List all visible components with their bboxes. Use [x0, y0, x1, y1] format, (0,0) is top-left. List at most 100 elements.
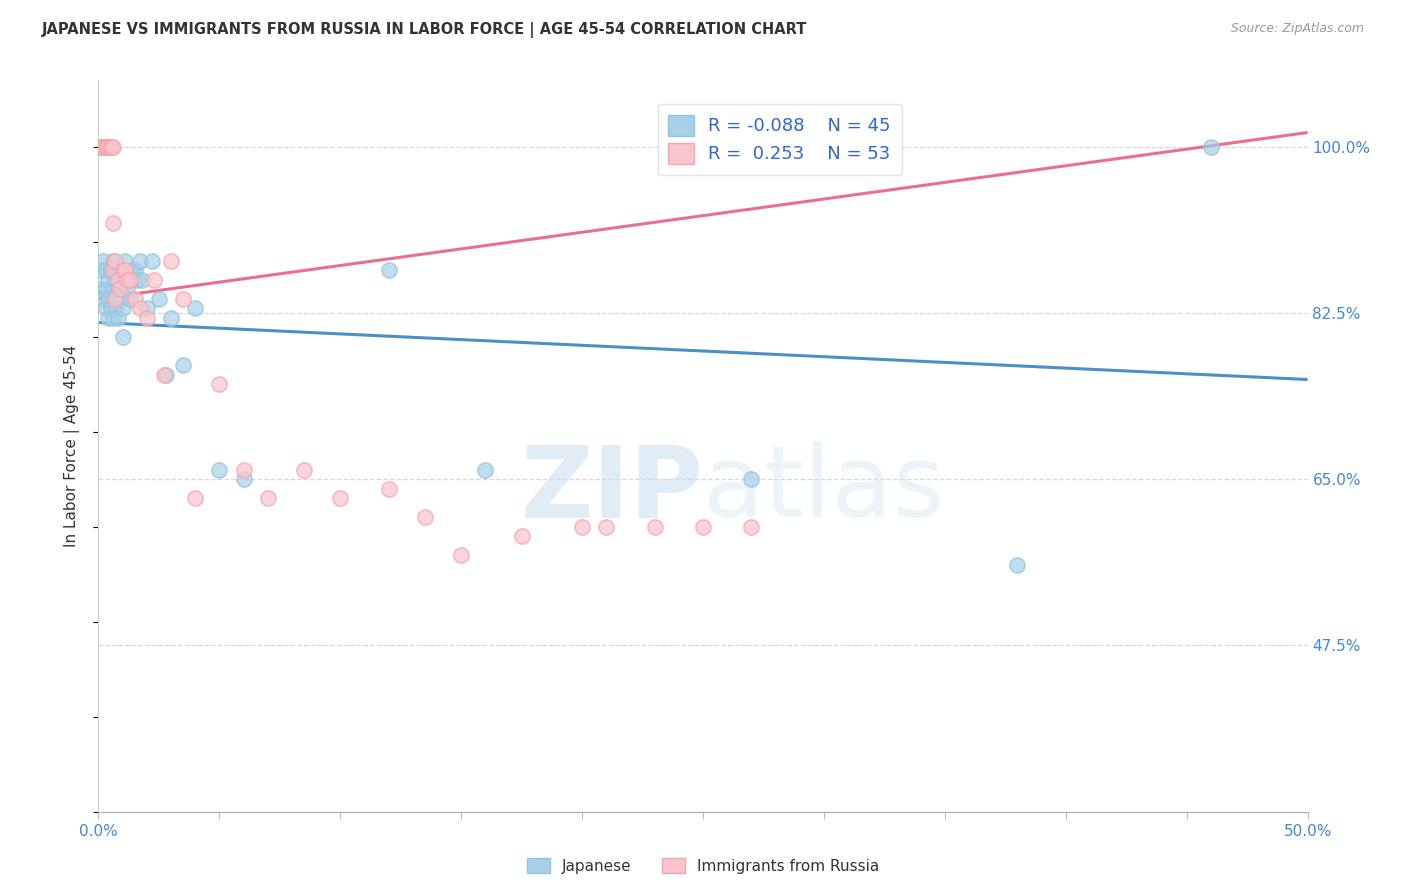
- Point: [121, 263, 143, 277]
- Point: [148, 292, 170, 306]
- Point: [160, 310, 183, 325]
- Point: [97, 273, 120, 287]
- Point: [114, 253, 136, 268]
- Point: [595, 520, 617, 534]
- Point: [114, 263, 136, 277]
- Point: [118, 292, 141, 306]
- Point: [124, 263, 146, 277]
- Point: [97, 140, 120, 154]
- Point: [107, 282, 129, 296]
- Point: [117, 273, 139, 287]
- Point: [97, 310, 120, 325]
- Point: [128, 253, 150, 268]
- Point: [91, 253, 114, 268]
- Point: [155, 368, 177, 382]
- Point: [108, 282, 131, 296]
- Point: [571, 520, 593, 534]
- Point: [91, 292, 114, 306]
- Point: [107, 273, 129, 287]
- Point: [107, 310, 129, 325]
- Text: atlas: atlas: [703, 442, 945, 539]
- Point: [377, 263, 399, 277]
- Point: [152, 368, 174, 382]
- Point: [184, 491, 207, 506]
- Point: [160, 253, 183, 268]
- Point: [90, 140, 112, 154]
- Point: [90, 140, 112, 154]
- Point: [97, 140, 120, 154]
- Point: [94, 140, 117, 154]
- Point: [1199, 140, 1222, 154]
- Legend: Japanese, Immigrants from Russia: Japanese, Immigrants from Russia: [520, 852, 886, 880]
- Point: [644, 520, 666, 534]
- Point: [94, 140, 117, 154]
- Point: [100, 140, 122, 154]
- Point: [101, 140, 124, 154]
- Point: [100, 301, 122, 316]
- Point: [117, 282, 139, 296]
- Point: [97, 140, 120, 154]
- Point: [1007, 558, 1029, 572]
- Point: [104, 301, 127, 316]
- Point: [111, 301, 134, 316]
- Point: [740, 472, 762, 486]
- Point: [172, 358, 194, 372]
- Point: [108, 292, 131, 306]
- Text: ZIP: ZIP: [520, 442, 703, 539]
- Point: [256, 491, 278, 506]
- Point: [90, 282, 112, 296]
- Point: [450, 548, 472, 562]
- Point: [127, 273, 149, 287]
- Point: [135, 301, 157, 316]
- Point: [740, 520, 762, 534]
- Point: [100, 140, 122, 154]
- Point: [292, 463, 315, 477]
- Point: [692, 520, 714, 534]
- Point: [100, 140, 122, 154]
- Legend: R = -0.088    N = 45, R =  0.253    N = 53: R = -0.088 N = 45, R = 0.253 N = 53: [658, 104, 901, 175]
- Point: [135, 310, 157, 325]
- Point: [101, 253, 124, 268]
- Point: [94, 301, 117, 316]
- Point: [232, 463, 254, 477]
- Point: [474, 463, 496, 477]
- Point: [91, 140, 114, 154]
- Point: [208, 463, 231, 477]
- Point: [101, 310, 124, 325]
- Point: [101, 282, 124, 296]
- Point: [329, 491, 352, 506]
- Text: Source: ZipAtlas.com: Source: ZipAtlas.com: [1230, 22, 1364, 36]
- Point: [184, 301, 207, 316]
- Point: [100, 263, 122, 277]
- Point: [90, 140, 112, 154]
- Point: [232, 472, 254, 486]
- Point: [128, 301, 150, 316]
- Point: [91, 140, 114, 154]
- Point: [91, 140, 114, 154]
- Point: [94, 140, 117, 154]
- Point: [104, 253, 127, 268]
- Point: [108, 263, 131, 277]
- Point: [101, 216, 124, 230]
- Point: [413, 510, 436, 524]
- Text: JAPANESE VS IMMIGRANTS FROM RUSSIA IN LABOR FORCE | AGE 45-54 CORRELATION CHART: JAPANESE VS IMMIGRANTS FROM RUSSIA IN LA…: [42, 22, 807, 38]
- Point: [90, 263, 112, 277]
- Y-axis label: In Labor Force | Age 45-54: In Labor Force | Age 45-54: [63, 345, 80, 547]
- Point: [101, 263, 124, 277]
- Point: [91, 140, 114, 154]
- Point: [97, 292, 120, 306]
- Point: [91, 140, 114, 154]
- Point: [94, 263, 117, 277]
- Point: [94, 140, 117, 154]
- Point: [143, 273, 166, 287]
- Point: [111, 330, 134, 344]
- Point: [97, 140, 120, 154]
- Point: [172, 292, 194, 306]
- Point: [141, 253, 163, 268]
- Point: [111, 263, 134, 277]
- Point: [118, 273, 141, 287]
- Point: [124, 292, 146, 306]
- Point: [100, 140, 122, 154]
- Point: [510, 529, 533, 543]
- Point: [104, 273, 127, 287]
